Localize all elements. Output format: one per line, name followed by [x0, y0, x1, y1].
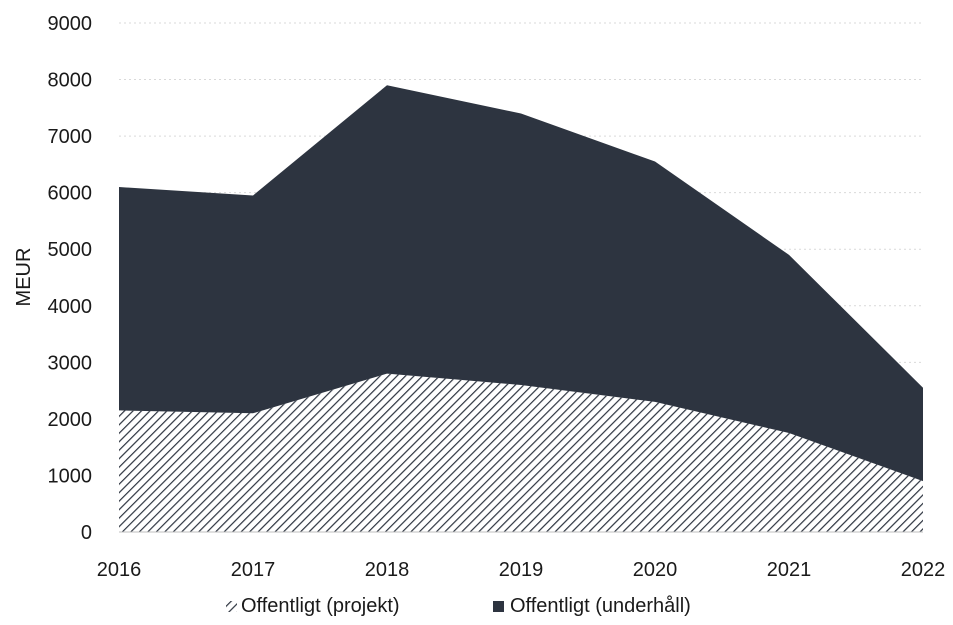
- x-tick-label: 2022: [901, 559, 946, 581]
- y-tick-label: 4000: [48, 296, 93, 318]
- area-series-1: [119, 373, 923, 532]
- x-tick-label: 2019: [499, 559, 544, 581]
- y-axis: 0 1000 2000 3000 4000 5000 6000 7000 8000 9000: [48, 13, 93, 544]
- y-tick-label: 9000: [48, 13, 93, 35]
- y-tick-label: 0: [81, 522, 92, 544]
- plot-area: [119, 85, 923, 532]
- legend-swatch-projekt: [226, 601, 237, 612]
- area-series-2: [119, 85, 923, 482]
- y-tick-label: 3000: [48, 352, 93, 374]
- y-tick-label: 6000: [48, 183, 93, 205]
- x-tick-label: 2020: [633, 559, 678, 581]
- x-tick-label: 2017: [231, 559, 276, 581]
- y-tick-label: 7000: [48, 126, 93, 148]
- y-tick-label: 5000: [48, 239, 93, 261]
- y-tick-label: 1000: [48, 465, 93, 487]
- legend-label-projekt: Offentligt (projekt): [241, 595, 400, 617]
- x-tick-label: 2021: [767, 559, 812, 581]
- x-tick-label: 2018: [365, 559, 410, 581]
- y-tick-label: 2000: [48, 409, 93, 431]
- legend: Offentligt (projekt) Offentligt (underhål…: [226, 595, 691, 617]
- legend-swatch-underhall: [493, 601, 504, 612]
- legend-label-underhall: Offentligt (underhåll): [510, 595, 691, 617]
- x-tick-label: 2016: [97, 559, 142, 581]
- x-axis: 2016 2017 2018 2019 2020 2021 2022: [97, 531, 946, 581]
- y-tick-label: 8000: [48, 70, 93, 92]
- y-axis-title: MEUR: [13, 248, 35, 307]
